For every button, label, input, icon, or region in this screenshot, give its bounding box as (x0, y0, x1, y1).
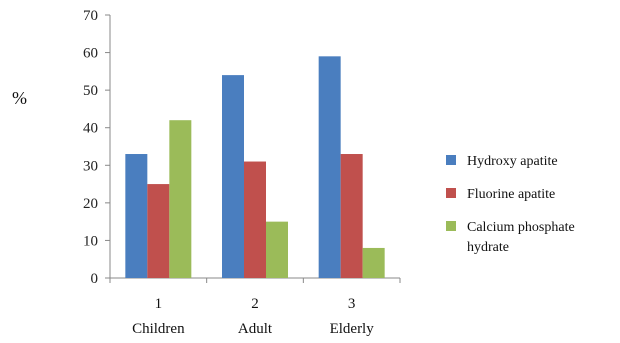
legend-swatch (446, 188, 456, 198)
legend-swatch (446, 155, 456, 165)
bar (169, 120, 192, 278)
y-tick-label: 40 (83, 121, 98, 137)
y-tick-label: 10 (83, 233, 98, 249)
bar (362, 247, 385, 278)
y-axis-tick-labels: 0 10 20 30 40 50 60 70 (83, 8, 98, 287)
y-tick-label: 0 (91, 271, 99, 287)
y-axis-title: % (12, 88, 27, 108)
y-tick-label: 30 (83, 158, 98, 174)
y-tick-label: 20 (83, 196, 98, 212)
bar (222, 75, 244, 278)
x-category-name: Children (132, 321, 185, 337)
x-axis-labels: 1 Children 2 Adult 3 Elderly (132, 296, 374, 337)
x-tick-label: 3 (348, 296, 356, 312)
legend: Hydroxy apatite Fluorine apatite Calcium p… (446, 154, 575, 255)
legend-label: Fluorine apatite (467, 187, 555, 202)
bar (244, 161, 266, 278)
legend-label: Calcium phosphate (467, 220, 575, 235)
x-tick-label: 1 (155, 296, 163, 312)
x-tick-label: 2 (251, 296, 259, 312)
x-category-name: Adult (238, 321, 273, 337)
legend-swatch (446, 221, 456, 231)
legend-label: Hydroxy apatite (467, 154, 558, 169)
y-tick-label: 70 (83, 8, 98, 24)
y-tick-label: 60 (83, 46, 98, 62)
bar (318, 56, 341, 279)
bar (147, 184, 170, 278)
bar (125, 154, 148, 278)
bar (266, 221, 288, 278)
x-category-name: Elderly (330, 321, 375, 337)
bar (340, 154, 363, 278)
y-tick-label: 50 (83, 83, 98, 99)
bars (125, 56, 385, 279)
legend-label: hydrate (467, 240, 509, 255)
